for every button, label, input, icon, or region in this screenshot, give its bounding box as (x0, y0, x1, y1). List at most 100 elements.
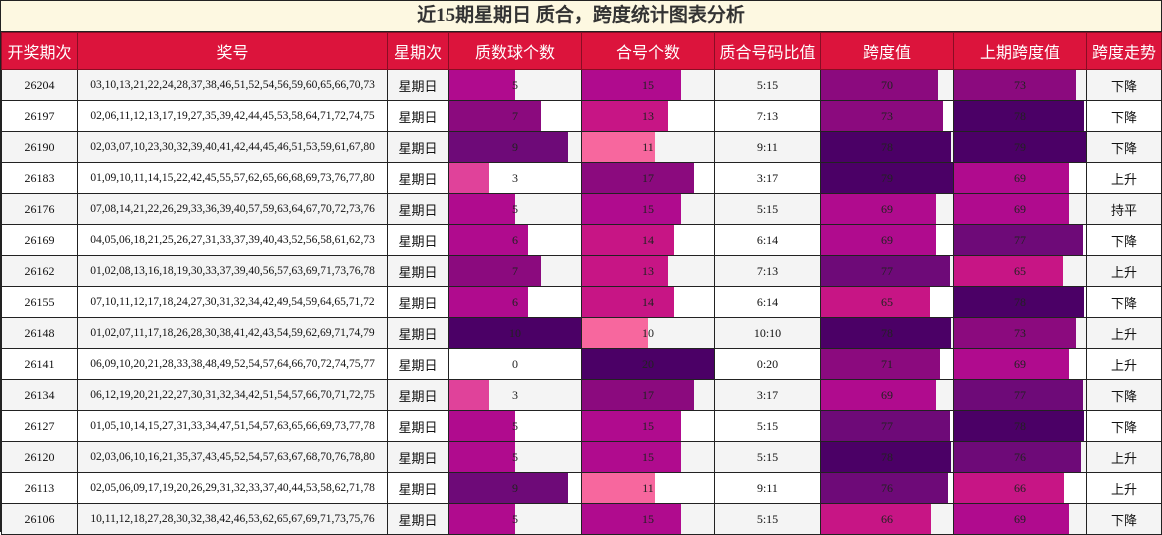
prime-count-cell-label: 3 (512, 170, 518, 185)
prev-span-cell-label: 77 (1014, 232, 1026, 247)
span-cell-bar (821, 70, 938, 100)
prime-count-cell-bar (449, 473, 568, 503)
numbers-cell: 01,05,10,14,15,27,31,33,34,47,51,54,57,6… (77, 410, 388, 442)
composite-count-cell-label: 13 (642, 108, 654, 123)
weekday-cell: 星期日 (387, 472, 449, 504)
prev-span-cell-label: 69 (1014, 356, 1026, 371)
prime-count-cell-label: 9 (512, 480, 518, 495)
composite-count-cell: 15 (581, 193, 715, 225)
prime-count-cell-bar (449, 442, 515, 472)
ratio-cell: 5:15 (714, 193, 821, 225)
prev-span-cell-bar (954, 132, 1086, 162)
prime-count-cell: 5 (448, 503, 582, 535)
ratio-cell: 9:11 (714, 472, 821, 504)
prev-span-cell-bar (954, 256, 1063, 286)
prev-span-cell-label: 73 (1014, 325, 1026, 340)
trend-cell: 上升 (1086, 162, 1162, 194)
prime-count-cell: 6 (448, 286, 582, 318)
issue-cell: 26197 (1, 100, 78, 132)
issue-cell: 26141 (1, 348, 78, 380)
prev-span-cell-label: 79 (1014, 139, 1026, 154)
prime-count-cell-bar (449, 70, 515, 100)
trend-cell: 上升 (1086, 441, 1162, 473)
prev-span-cell-bar (954, 287, 1085, 317)
span-cell-label: 79 (881, 170, 893, 185)
issue-cell: 26134 (1, 379, 78, 411)
span-cell: 73 (820, 100, 954, 132)
table-row: 26204 03,10,13,21,22,24,28,37,38,46,51,52… (1, 69, 1162, 101)
numbers-cell: 06,12,19,20,21,22,27,30,31,32,34,42,51,5… (77, 379, 388, 411)
trend-cell: 上升 (1086, 255, 1162, 287)
prime-count-cell-bar (449, 225, 529, 255)
header-numbers: 奖号 (77, 32, 388, 70)
prev-span-cell: 73 (953, 317, 1087, 349)
ratio-cell: 3:17 (714, 379, 821, 411)
weekday-cell: 星期日 (387, 379, 449, 411)
composite-count-cell-bar (582, 318, 648, 348)
prev-span-cell-label: 78 (1014, 418, 1026, 433)
chart-title: 近15期星期日 质合，跨度统计图表分析 (1, 1, 1161, 32)
composite-count-cell: 17 (581, 379, 715, 411)
composite-count-cell-bar (582, 473, 655, 503)
composite-count-cell: 11 (581, 131, 715, 163)
span-cell: 70 (820, 69, 954, 101)
prime-count-cell-bar (449, 287, 529, 317)
prev-span-cell: 76 (953, 441, 1087, 473)
composite-count-cell: 17 (581, 162, 715, 194)
weekday-cell: 星期日 (387, 162, 449, 194)
prev-span-cell: 78 (953, 100, 1087, 132)
prev-span-cell-bar (954, 101, 1085, 131)
header-span: 跨度值 (820, 32, 954, 70)
composite-count-cell-bar (582, 101, 668, 131)
composite-count-cell-label: 15 (642, 418, 654, 433)
header-issue: 开奖期次 (1, 32, 78, 70)
prime-count-cell: 10 (448, 317, 582, 349)
trend-cell: 下降 (1086, 69, 1162, 101)
ratio-cell: 3:17 (714, 162, 821, 194)
prev-span-cell: 69 (953, 193, 1087, 225)
issue-cell: 26106 (1, 503, 78, 535)
numbers-cell: 04,05,06,18,21,25,26,27,31,33,37,39,40,4… (77, 224, 388, 256)
prime-count-cell-bar (449, 504, 515, 534)
prime-count-cell: 6 (448, 224, 582, 256)
weekday-cell: 星期日 (387, 410, 449, 442)
prev-span-cell: 69 (953, 162, 1087, 194)
composite-count-cell-label: 17 (642, 387, 654, 402)
prev-span-cell: 79 (953, 131, 1087, 163)
prime-count-cell-label: 5 (512, 201, 518, 216)
span-cell-label: 76 (881, 480, 893, 495)
table-row: 26176 07,08,14,21,22,26,29,33,36,39,40,57… (1, 193, 1162, 225)
span-cell-bar (821, 318, 952, 348)
numbers-cell: 02,06,11,12,13,17,19,27,35,39,42,44,45,5… (77, 100, 388, 132)
ratio-cell: 9:11 (714, 131, 821, 163)
prev-span-cell-bar (954, 318, 1076, 348)
ratio-cell: 5:15 (714, 410, 821, 442)
prev-span-cell-bar (954, 504, 1070, 534)
span-cell-bar (821, 411, 950, 441)
trend-cell: 下降 (1086, 379, 1162, 411)
span-cell: 71 (820, 348, 954, 380)
issue-cell: 26120 (1, 441, 78, 473)
composite-count-cell-bar (582, 225, 675, 255)
composite-count-cell-label: 15 (642, 77, 654, 92)
numbers-cell: 02,03,06,10,16,21,35,37,43,45,52,54,57,6… (77, 441, 388, 473)
prime-count-cell-bar (449, 380, 489, 410)
issue-cell: 26162 (1, 255, 78, 287)
ratio-cell: 6:14 (714, 286, 821, 318)
composite-count-cell-label: 13 (642, 263, 654, 278)
prev-span-cell: 77 (953, 379, 1087, 411)
span-cell-label: 73 (881, 108, 893, 123)
ratio-cell: 6:14 (714, 224, 821, 256)
prev-span-cell-bar (954, 380, 1083, 410)
weekday-cell: 星期日 (387, 503, 449, 535)
prev-span-cell-bar (954, 163, 1070, 193)
ratio-cell: 0:20 (714, 348, 821, 380)
numbers-cell: 01,02,07,11,17,18,26,28,30,38,41,42,43,5… (77, 317, 388, 349)
span-cell-bar (821, 225, 937, 255)
composite-count-cell: 13 (581, 100, 715, 132)
span-cell: 66 (820, 503, 954, 535)
prev-span-cell-bar (954, 473, 1065, 503)
span-cell-label: 78 (881, 139, 893, 154)
prev-span-cell: 69 (953, 348, 1087, 380)
